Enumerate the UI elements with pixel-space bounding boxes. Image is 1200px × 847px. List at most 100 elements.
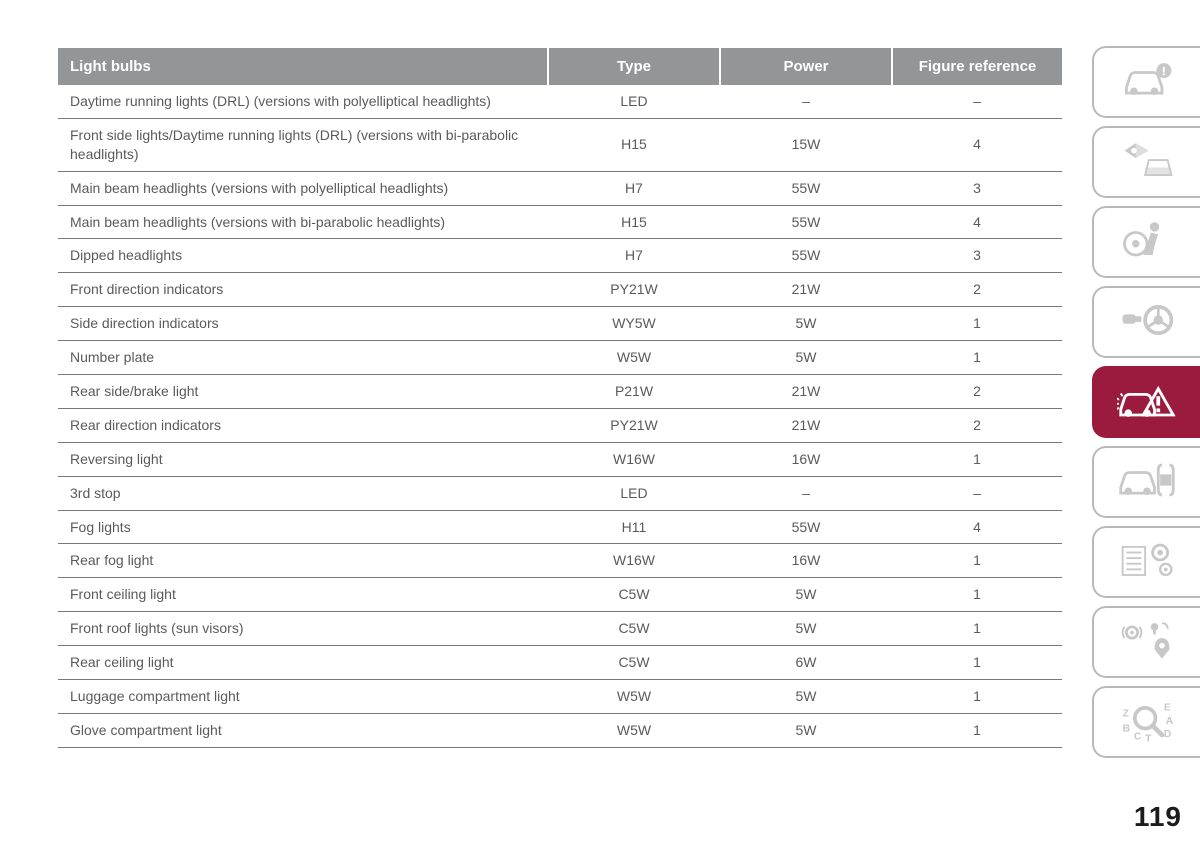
table-row: Front roof lights (sun visors)C5W5W1 [58,612,1062,646]
table-cell: H15 [548,118,720,171]
table-cell: 55W [720,510,892,544]
table-cell: 5W [720,612,892,646]
start-drive-tab[interactable] [1092,286,1200,358]
page-number: 119 [1134,801,1182,833]
table-cell: Luggage compartment light [58,680,548,714]
table-cell: 21W [720,408,892,442]
table-row: Rear side/brake lightP21W21W2 [58,375,1062,409]
col-header-power: Power [720,48,892,85]
col-header-type: Type [548,48,720,85]
table-cell: Glove compartment light [58,713,548,747]
table-cell: W16W [548,442,720,476]
table-row: Daytime running lights (DRL) (versions w… [58,85,1062,118]
svg-text:B: B [1123,723,1130,734]
table-row: Rear direction indicatorsPY21W21W2 [58,408,1062,442]
table-cell: 4 [892,118,1062,171]
table-cell: LED [548,476,720,510]
table-row: Fog lightsH1155W4 [58,510,1062,544]
table-row: Dipped headlightsH755W3 [58,239,1062,273]
section-tabs-sidebar: Z B C T E A D [1092,46,1200,758]
table-cell: 1 [892,680,1062,714]
table-cell: 1 [892,646,1062,680]
table-cell: Daytime running lights (DRL) (versions w… [58,85,548,118]
maintenance-tab[interactable] [1092,446,1200,518]
table-row: Rear fog lightW16W16W1 [58,544,1062,578]
table-cell: 3rd stop [58,476,548,510]
table-row: Side direction indicatorsWY5W5W1 [58,307,1062,341]
table-cell: 1 [892,307,1062,341]
table-cell: W5W [548,713,720,747]
table-cell: Front side lights/Daytime running lights… [58,118,548,171]
svg-text:D: D [1164,728,1171,739]
table-row: Front direction indicatorsPY21W21W2 [58,273,1062,307]
table-cell: 5W [720,307,892,341]
table-cell: Main beam headlights (versions with bi-p… [58,205,548,239]
table-cell: W16W [548,544,720,578]
svg-text:Z: Z [1123,708,1129,719]
table-cell: PY21W [548,408,720,442]
table-body: Daytime running lights (DRL) (versions w… [58,85,1062,747]
table-cell: 55W [720,239,892,273]
table-cell: W5W [548,341,720,375]
table-cell: 5W [720,578,892,612]
table-row: Rear ceiling lightC5W6W1 [58,646,1062,680]
table-cell: 3 [892,171,1062,205]
table-row: Front ceiling lightC5W5W1 [58,578,1062,612]
table-cell: 2 [892,273,1062,307]
table-cell: C5W [548,646,720,680]
table-cell: H7 [548,171,720,205]
table-cell: 55W [720,205,892,239]
list-gear-icon [1117,537,1177,588]
table-cell: 2 [892,375,1062,409]
table-cell: 5W [720,713,892,747]
index-tab[interactable]: Z B C T E A D [1092,686,1200,758]
table-row: Reversing lightW16W16W1 [58,442,1062,476]
table-cell: Main beam headlights (versions with poly… [58,171,548,205]
table-cell: C5W [548,578,720,612]
table-cell: Fog lights [58,510,548,544]
svg-text:E: E [1164,702,1171,713]
table-cell: Front roof lights (sun visors) [58,612,548,646]
table-cell: 15W [720,118,892,171]
table-cell: 1 [892,341,1062,375]
table-cell: Reversing light [58,442,548,476]
table-cell: 1 [892,713,1062,747]
vehicle-info-tab[interactable] [1092,46,1200,118]
audio-nav-icon [1117,617,1177,668]
table-cell: 1 [892,578,1062,612]
table-cell: 16W [720,544,892,578]
table-cell: 4 [892,205,1062,239]
col-header-light-bulbs: Light bulbs [58,48,548,85]
table-cell: Front direction indicators [58,273,548,307]
safety-tab[interactable] [1092,206,1200,278]
table-row: Main beam headlights (versions with poly… [58,171,1062,205]
table-cell: Front ceiling light [58,578,548,612]
table-cell: Side direction indicators [58,307,548,341]
specs-tab[interactable] [1092,526,1200,598]
table-row: Main beam headlights (versions with bi-p… [58,205,1062,239]
emergency-tab[interactable] [1092,366,1200,438]
table-cell: H11 [548,510,720,544]
table-row: Glove compartment lightW5W5W1 [58,713,1062,747]
table-cell: 5W [720,680,892,714]
table-cell: – [892,85,1062,118]
light-bulbs-table-container: Light bulbs Type Power Figure reference … [58,48,1062,748]
table-cell: P21W [548,375,720,409]
table-row: Number plateW5W5W1 [58,341,1062,375]
table-cell: Rear ceiling light [58,646,548,680]
table-cell: Rear direction indicators [58,408,548,442]
multimedia-tab[interactable] [1092,606,1200,678]
table-cell: PY21W [548,273,720,307]
table-cell: H15 [548,205,720,239]
table-cell: 1 [892,612,1062,646]
table-cell: H7 [548,239,720,273]
svg-text:A: A [1166,715,1174,726]
dashboard-tab[interactable] [1092,126,1200,198]
table-cell: 6W [720,646,892,680]
table-cell: 3 [892,239,1062,273]
car-warning-icon [1117,377,1177,428]
airbag-icon [1117,217,1177,268]
table-cell: 21W [720,273,892,307]
table-cell: – [720,85,892,118]
table-cell: 55W [720,171,892,205]
